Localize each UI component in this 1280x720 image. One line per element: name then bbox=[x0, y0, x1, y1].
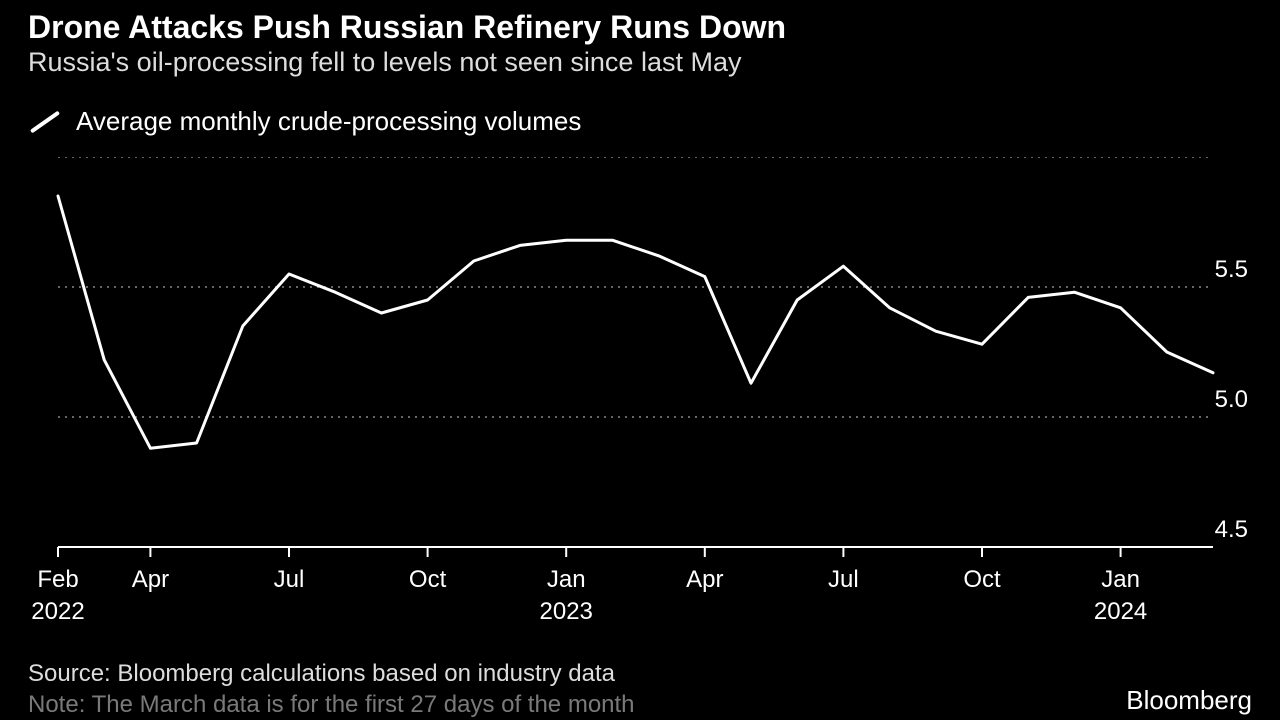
x-tick-label: Oct bbox=[963, 566, 1001, 593]
legend: Average monthly crude-processing volumes bbox=[28, 106, 1252, 137]
brand-label: Bloomberg bbox=[1126, 684, 1252, 720]
x-tick-label: Oct bbox=[409, 566, 447, 593]
legend-label: Average monthly crude-processing volumes bbox=[76, 106, 581, 137]
x-tick-label: Apr bbox=[686, 566, 723, 593]
x-tick-year-label: 2023 bbox=[540, 598, 593, 625]
x-tick-label: Apr bbox=[132, 566, 169, 593]
x-tick-label: Jan bbox=[1101, 566, 1140, 593]
x-tick-label: Feb bbox=[37, 566, 78, 593]
y-tick-label: 4.5 bbox=[1215, 516, 1248, 543]
footer-note: Note: The March data is for the first 27… bbox=[28, 689, 635, 720]
x-tick-label: Jul bbox=[828, 566, 859, 593]
x-tick-year-label: 2024 bbox=[1094, 598, 1147, 625]
y-tick-label: 5.0 bbox=[1215, 386, 1248, 413]
chart-title: Drone Attacks Push Russian Refinery Runs… bbox=[28, 10, 1252, 45]
footer-left: Source: Bloomberg calculations based on … bbox=[28, 660, 635, 720]
legend-line-icon bbox=[30, 110, 60, 133]
chart-area: 4.55.05.56.0 million barrels a dayFeb202… bbox=[28, 157, 1252, 657]
x-tick-label: Jul bbox=[274, 566, 305, 593]
data-line bbox=[58, 196, 1213, 448]
footer-source: Source: Bloomberg calculations based on … bbox=[28, 660, 635, 689]
chart-footer: Source: Bloomberg calculations based on … bbox=[28, 660, 1252, 720]
chart-subtitle: Russia's oil-processing fell to levels n… bbox=[28, 47, 1252, 78]
chart-container: Drone Attacks Push Russian Refinery Runs… bbox=[0, 0, 1280, 720]
y-tick-label: 5.5 bbox=[1215, 256, 1248, 283]
x-tick-year-label: 2022 bbox=[31, 598, 84, 625]
x-tick-label: Jan bbox=[547, 566, 586, 593]
line-chart-svg: 4.55.05.56.0 million barrels a dayFeb202… bbox=[28, 157, 1252, 657]
